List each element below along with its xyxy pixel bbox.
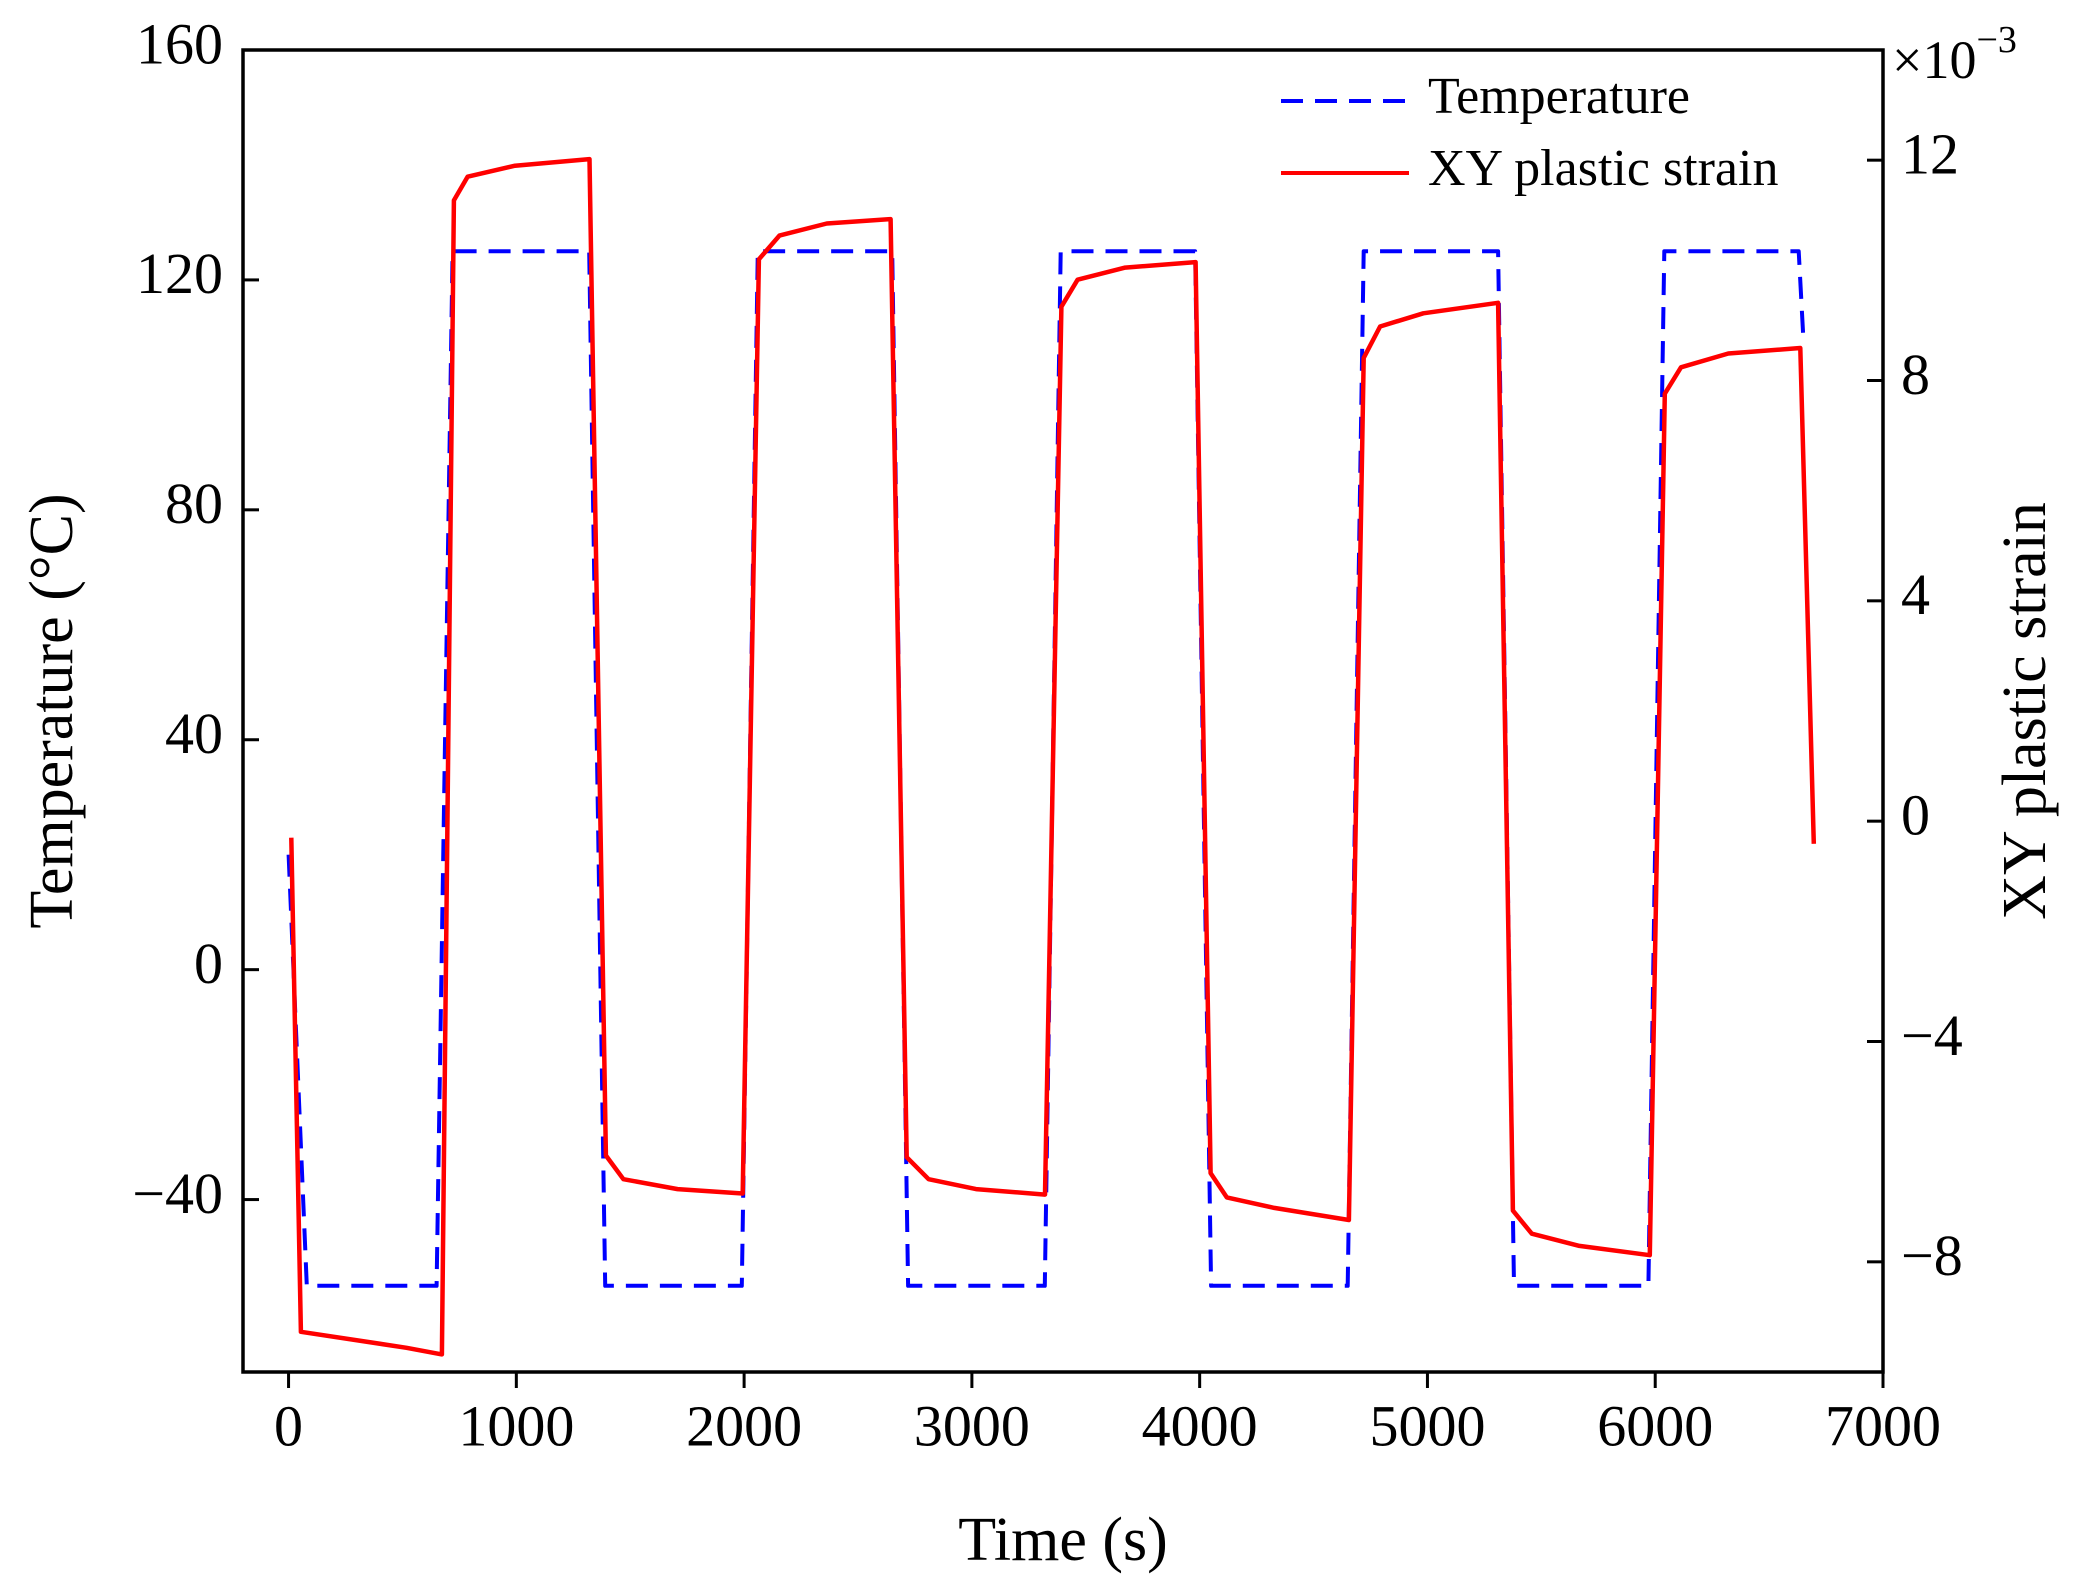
x-tick-label: 0 [274,1393,303,1458]
x-tick-label: 2000 [686,1393,802,1458]
y-tick-label: 160 [136,11,223,76]
y-tick-label: 80 [165,471,223,536]
legend-label: XY plastic strain [1428,140,1778,197]
x-tick-label: 6000 [1597,1393,1713,1458]
y-tick-label: −40 [132,1161,223,1226]
x-tick-label: 5000 [1369,1393,1485,1458]
legend-label: Temperature [1428,68,1690,125]
y2-multiplier-exponent: −3 [1976,19,2016,61]
y2-multiplier-base: ×10 [1892,30,1976,90]
y-tick-label: 40 [165,701,223,766]
y-tick-label: 120 [136,241,223,306]
y-axis-label: Temperature (°C) [18,493,86,928]
x-tick-label: 4000 [1142,1393,1258,1458]
y2-tick-label: 8 [1901,342,1930,407]
x-tick-label: 1000 [458,1393,574,1458]
y2-tick-label: −8 [1901,1223,1963,1288]
y2-tick-label: −4 [1901,1003,1963,1068]
x-tick-label: 7000 [1825,1393,1941,1458]
y2-tick-label: 0 [1901,782,1930,847]
y2-axis-label: XY plastic strain [1991,502,2059,920]
y2-multiplier: ×10−3 [1892,19,2017,90]
x-axis-label: Time (s) [958,1506,1168,1574]
y2-tick-label: 4 [1901,562,1930,627]
plot-frame [241,48,1885,1374]
y-tick-label: 0 [194,931,223,996]
y2-tick-label: 12 [1901,121,1959,186]
x-tick-label: 3000 [914,1393,1030,1458]
series-line [289,156,1817,1357]
